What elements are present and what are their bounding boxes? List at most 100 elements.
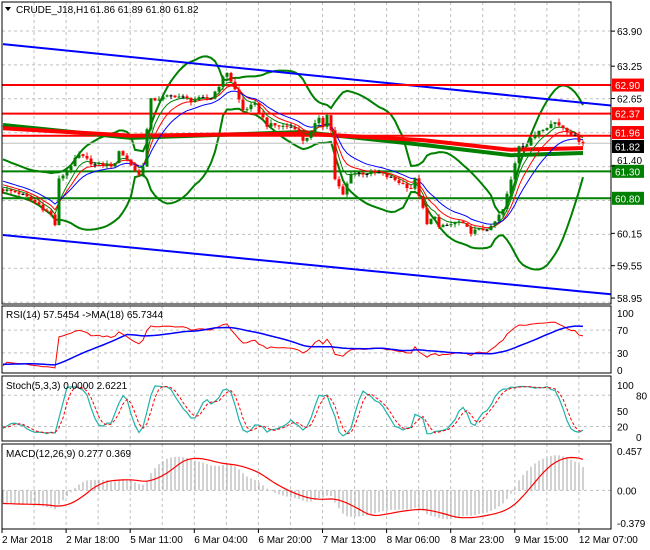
dropdown-triangle-icon[interactable] (5, 7, 11, 11)
macd-axis-label: 0.457 (617, 447, 642, 458)
candle-body (229, 72, 233, 82)
candle (93, 162, 97, 168)
price-axis-label: 63.90 (617, 27, 642, 38)
candle (529, 136, 533, 146)
candle (165, 94, 169, 98)
candle-body (361, 172, 365, 175)
candle-body (109, 163, 113, 167)
candle-body (2, 189, 5, 192)
candle-body (469, 226, 473, 234)
rsi-header: RSI(14) 57.5454 ->MA(18) 65.7344 (6, 310, 163, 321)
candle-body (489, 225, 493, 231)
candle-body (269, 123, 273, 127)
candle (189, 97, 193, 106)
price-level-tag-box (612, 78, 644, 92)
candle (525, 145, 529, 147)
candle-body (509, 179, 513, 194)
candle (205, 94, 209, 101)
candle (573, 132, 577, 137)
candle (421, 195, 425, 210)
candle (301, 129, 305, 145)
macd-panel[interactable] (2, 455, 611, 520)
candle-body (453, 222, 457, 225)
candle-body (337, 179, 341, 187)
candle (397, 176, 401, 186)
stochastic-signal-line (2, 385, 584, 435)
candle (485, 229, 489, 232)
candle-body (81, 154, 85, 157)
candle (29, 194, 33, 202)
candle (501, 209, 505, 218)
candle (357, 172, 361, 177)
candle (33, 198, 37, 205)
candle (309, 129, 313, 140)
candle (245, 106, 249, 113)
candle (49, 208, 53, 217)
candle-body (193, 100, 197, 102)
candle (5, 186, 9, 193)
price-panel[interactable] (2, 43, 612, 296)
time-axis-label: 6 Mar 20:00 (258, 535, 312, 546)
candle (105, 160, 109, 169)
candle (369, 169, 373, 177)
candle (13, 189, 17, 193)
candle-body (261, 113, 265, 118)
candle (181, 94, 185, 99)
candle (413, 177, 417, 191)
candle-body (277, 125, 281, 127)
candle-body (317, 117, 321, 124)
time-axis-label: 2 Mar 2018 (2, 535, 53, 546)
rsi-panel[interactable] (2, 321, 611, 369)
candle (393, 176, 397, 182)
candle-body (237, 89, 241, 100)
candle-body (85, 156, 89, 159)
candle-body (37, 202, 41, 205)
candle-body (101, 162, 105, 167)
candle (537, 130, 541, 139)
candle-body (301, 132, 305, 141)
candle (149, 98, 153, 131)
stochastic-header: Stoch(5,3,3) 0.0000 2.6221 (6, 381, 128, 392)
candle (533, 131, 537, 140)
candle (113, 162, 117, 168)
candle (41, 201, 45, 213)
candle-body (53, 214, 57, 226)
candle-body (341, 186, 345, 195)
candle (517, 145, 521, 166)
candle-body (349, 174, 353, 184)
candle (125, 152, 129, 162)
candle-body (89, 158, 93, 165)
candle (257, 102, 261, 115)
price-panel-frame (1, 1, 612, 305)
candle (477, 228, 481, 231)
rsi-axis-label: 100 (617, 309, 634, 320)
candle-body (41, 204, 45, 211)
stochastic-panel[interactable] (2, 385, 611, 437)
candle (429, 218, 433, 225)
candle-body (461, 221, 465, 224)
candle-body (373, 171, 377, 173)
candle-body (113, 163, 117, 167)
candle-body (293, 126, 297, 130)
candle (37, 198, 41, 206)
candle (265, 116, 269, 130)
rsi-axis-label: 30 (617, 349, 629, 360)
candle-body (57, 178, 61, 226)
candle-body (105, 163, 109, 167)
candle-body (369, 171, 373, 174)
candle-body (245, 109, 249, 111)
candle-body (393, 176, 397, 181)
macd-axis-label: 0.00 (617, 486, 637, 497)
long-ma-red-line (2, 126, 584, 152)
candle (237, 86, 241, 103)
macd-axis-label: -0.379 (617, 519, 646, 530)
candle (285, 122, 289, 130)
candle (249, 102, 253, 112)
candle (157, 96, 161, 102)
ohlc-readout: 61.86 61.89 61.80 61.82 (90, 5, 199, 16)
candle (505, 191, 509, 212)
candle-body (285, 125, 289, 127)
candle-body (581, 141, 585, 144)
rsi-ma-line (2, 325, 584, 366)
